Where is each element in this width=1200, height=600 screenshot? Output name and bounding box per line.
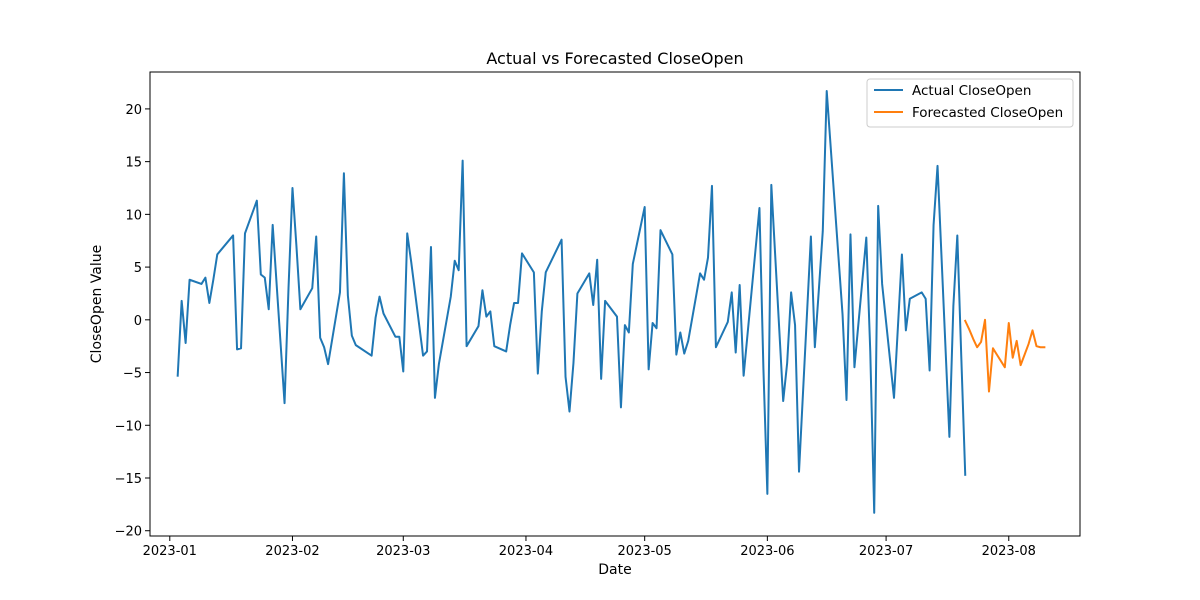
chart-title: Actual vs Forecasted CloseOpen [486, 49, 743, 68]
x-tick-label: 2023-08 [982, 544, 1036, 559]
series-layer [176, 89, 1046, 514]
x-tick-label: 2023-05 [618, 544, 672, 559]
legend: Actual CloseOpen Forecasted CloseOpen [866, 78, 1074, 128]
x-tick-label: 2023-04 [499, 544, 553, 559]
legend-label-forecast: Forecasted CloseOpen [912, 105, 1063, 121]
x-tick-label: 2023-07 [859, 544, 913, 559]
x-tick-label: 2023-02 [265, 544, 319, 559]
y-tick-label: 10 [125, 208, 142, 223]
y-axis: −20 −15 −10 −5 0 5 10 15 20 [115, 103, 150, 540]
y-tick-label: 5 [134, 261, 142, 276]
legend-box [866, 78, 1074, 128]
y-tick-label: −15 [115, 472, 142, 487]
y-tick-label: −5 [123, 367, 142, 382]
plot-area-frame [149, 71, 1081, 537]
x-axis: 2023-01 2023-02 2023-03 2023-04 2023-05 2023-… [143, 536, 1036, 559]
series-line-actual [176, 89, 967, 514]
series-line-forecast [963, 318, 1046, 393]
y-tick-label: −10 [115, 419, 142, 434]
y-tick-label: 20 [125, 103, 142, 118]
x-tick-label: 2023-06 [740, 544, 794, 559]
y-tick-label: 15 [125, 156, 142, 171]
x-axis-label: Date [598, 562, 631, 578]
y-tick-label: 0 [134, 314, 142, 329]
x-tick-label: 2023-03 [376, 544, 430, 559]
legend-label-actual: Actual CloseOpen [912, 83, 1031, 99]
y-axis-label: CloseOpen Value [89, 245, 105, 363]
y-tick-label: −20 [115, 525, 142, 540]
x-tick-label: 2023-01 [143, 544, 197, 559]
